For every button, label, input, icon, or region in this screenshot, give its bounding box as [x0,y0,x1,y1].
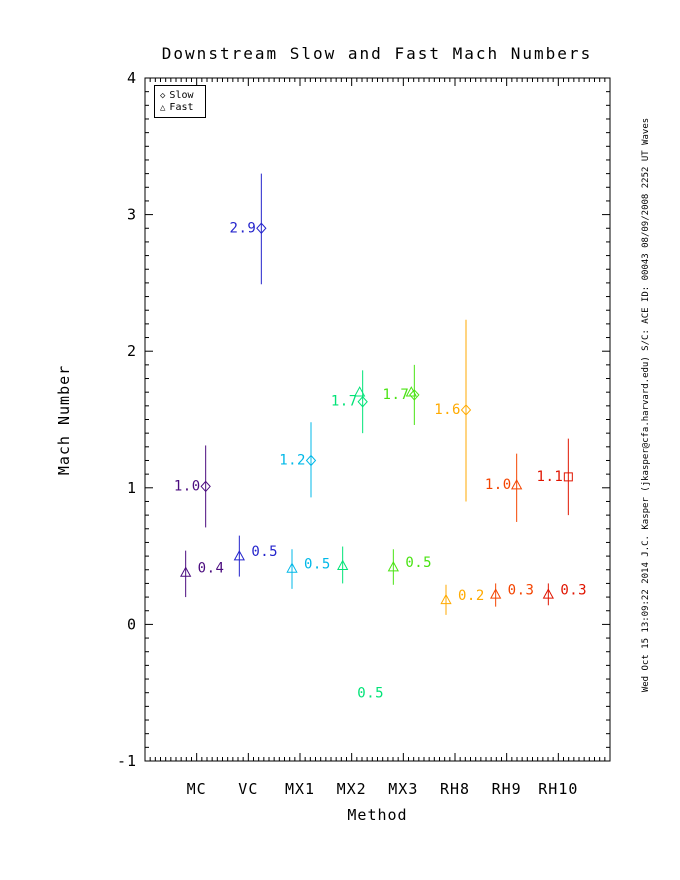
data-value-label: 1.7 [383,387,410,403]
legend-box: ◇ Slow △ Fast [154,85,206,118]
data-value-label: 1.6 [434,402,461,418]
x-axis-label: Method [347,806,408,824]
y-tick-label: -1 [117,752,137,770]
data-point-triangle [286,562,298,573]
chart-title: Downstream Slow and Fast Mach Numbers [161,44,593,63]
x-tick-label: MX2 [337,780,367,798]
data-point-triangle [511,479,523,490]
x-tick-label: RH10 [538,780,578,798]
data-value-label: 1.7 [331,394,358,410]
data-point-diamond [357,395,368,408]
data-point-triangle [337,559,349,570]
y-tick-label: 1 [127,479,137,497]
data-point-triangle [354,386,366,397]
fast-triangle-icon: △ [160,102,166,113]
y-tick-label: 3 [127,206,137,224]
data-point-diamond [409,389,420,401]
provenance-sidenote: Wed Oct 15 13:09:22 2014 J.C. Kasper (jk… [641,117,651,693]
data-value-label: 0.3 [560,582,587,598]
x-tick-label: RH8 [440,780,470,798]
data-value-label: 0.2 [458,588,485,604]
data-point-diamond [256,222,267,235]
data-value-label: 1.0 [485,477,512,493]
y-tick-label: 4 [127,69,137,87]
data-point-triangle [180,566,192,577]
data-point-triangle [440,593,452,605]
legend-slow-label: Slow [169,89,194,101]
data-point-triangle [387,560,399,572]
data-point-diamond [200,480,211,493]
data-value-label: 0.5 [405,555,432,571]
data-value-label: 0.4 [198,560,225,576]
data-value-label: 1.1 [537,469,564,485]
data-point-triangle [490,588,502,599]
legend-item-slow: ◇ Slow [160,90,205,102]
x-tick-label: VC [238,780,258,798]
data-point-triangle [542,588,554,599]
data-value-label: 1.2 [279,452,306,468]
x-tick-label: MC [187,780,207,798]
legend-fast-label: Fast [169,101,194,113]
plot-frame [144,77,611,762]
data-point-diamond [460,404,472,416]
x-tick-label: RH9 [492,780,522,798]
floating-value-label: 0.5 [357,686,384,702]
legend-item-fast: △ Fast [160,102,205,114]
slow-diamond-icon: ◇ [160,90,166,101]
x-tick-label: MX1 [285,780,315,798]
data-value-label: 0.5 [304,556,331,572]
data-value-label: 0.5 [251,544,278,560]
y-tick-label: 0 [127,615,137,633]
data-point-diamond [305,454,317,467]
data-point-square [563,472,573,482]
x-tick-label: MX3 [388,780,418,798]
data-point-triangle [233,550,245,561]
y-tick-label: 2 [127,342,137,360]
data-value-label: 1.0 [174,478,201,494]
data-value-label: 2.9 [230,220,257,236]
data-value-label: 0.3 [508,582,535,598]
